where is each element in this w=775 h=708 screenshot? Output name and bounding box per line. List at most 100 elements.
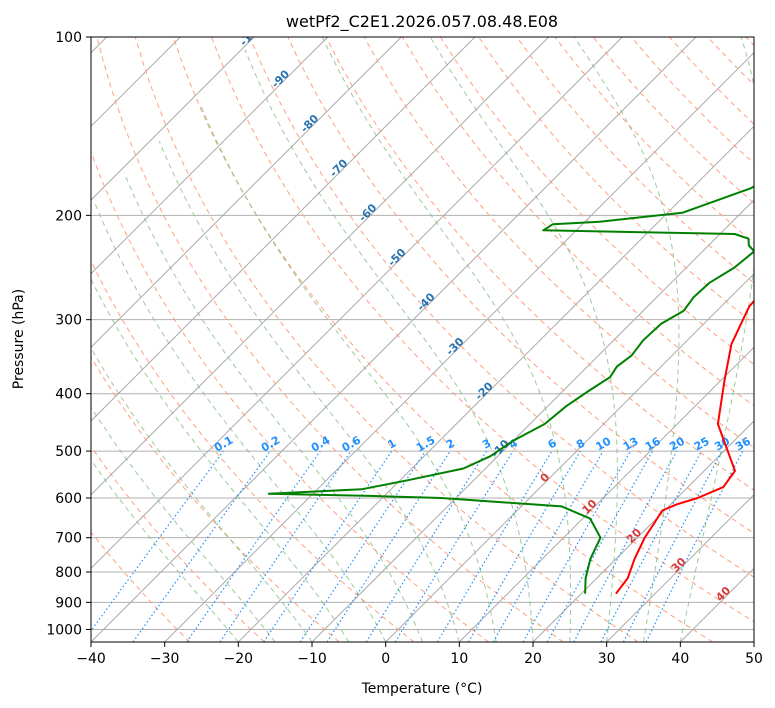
x-tick-label: 30 [598,651,616,667]
isotherm-label: -70 [327,156,350,179]
isotherm-line [679,567,754,642]
dry-adiabat [516,37,754,284]
dry-adiabat [439,37,754,366]
isotherm-line [91,37,255,201]
dry-adiabat [91,445,265,642]
isotherm-label: -60 [356,201,379,224]
isotherm-line [458,346,754,642]
y-tick-label: 200 [55,208,82,224]
mixing-ratio-line [263,450,393,642]
isotherm-line [91,37,329,275]
x-axis-label: Temperature (°C) [361,681,483,697]
dry-adiabat [91,259,415,642]
dry-adiabat [91,356,340,642]
moist-adiabat [91,347,313,642]
x-tick-label: 20 [524,651,542,667]
mixing-ratio-line [522,450,632,642]
series-layer [267,185,754,595]
x-axis: −40 −30 −20 −10 0 10 20 30 40 50 [76,642,763,667]
y-axis: 100 200 300 400 500 600 700 800 900 1000 [46,30,91,638]
mixing-ratio-line [299,450,426,642]
moist-adiabat [93,201,387,642]
isotherm-label: -80 [298,112,321,135]
y-tick-label: 800 [55,565,82,581]
background-lines [91,37,754,642]
x-tick-label: 10 [450,651,468,667]
moist-adiabat [679,37,754,642]
moist-adiabat [244,49,534,642]
dry-adiabat [401,37,754,407]
mixing-ratio-line [91,450,224,632]
x-tick-label: 40 [671,651,689,667]
mixing-ratio-line [436,450,553,642]
dry-adiabat [592,37,754,204]
mixing-ratio-line [219,450,352,642]
isotherm-line [311,199,754,642]
moist-adiabat [573,37,680,642]
mixing-ratio-line [394,450,514,642]
y-tick-label: 500 [55,444,82,460]
moist-adiabat [91,459,239,642]
x-tick-label: −20 [224,651,254,667]
y-tick-label: 900 [55,595,82,611]
dry-adiabat [134,37,639,642]
isotherm-label: -100 [237,20,266,49]
y-tick-label: 100 [55,30,82,46]
moist-adiabat [321,37,572,642]
dewpoint-profile [267,185,754,594]
y-tick-label: 400 [55,387,82,403]
y-tick-label: 1000 [46,622,82,638]
mixing-ratio-line [186,450,321,642]
mixing-ratio-label: 2 [444,437,457,452]
mixing-ratio-line [573,450,678,642]
moist-adiabat [91,278,350,642]
isotherm-line [532,420,754,642]
dry-adiabat [287,37,754,534]
isotherm-line [91,37,181,128]
isotherm-label: 10 [580,497,600,517]
moist-adiabat [158,141,460,642]
dry-adiabat [91,150,489,642]
dry-adiabat [172,37,713,642]
x-tick-label: 50 [745,651,763,667]
y-axis-label: Pressure (hPa) [11,289,27,389]
isotherm-line [385,272,754,642]
dry-adiabat [91,531,191,642]
dry-adiabat [554,37,754,244]
x-tick-label: 0 [381,651,390,667]
isotherm-label: -30 [443,335,466,358]
mixing-ratio-line [645,450,744,642]
mixing-ratio-line [326,450,451,642]
dry-adiabat [249,37,754,578]
isotherm-line [91,37,402,349]
x-tick-label: −40 [76,651,106,667]
isotherm-line [91,37,623,570]
moist-adiabat [199,104,497,642]
mixing-ratio-line [467,450,581,642]
isotherm-line [91,37,550,496]
isotherm-line [753,641,754,642]
isotherm-label: -50 [385,246,408,269]
isotherm-label: 40 [713,584,733,604]
isotherm-line [91,37,697,642]
isotherm-label: -20 [473,379,496,402]
x-tick-label: −10 [297,651,327,667]
isotherm-line [91,37,476,422]
dry-adiabat [745,37,754,47]
chart-title: wetPf2_C2E1.2026.057.08.48.E08 [286,12,558,32]
isotherm-line [237,125,754,642]
temperature-profile [615,299,754,595]
y-tick-label: 300 [55,313,82,329]
isotherm-line [606,493,754,642]
plot-frame [90,36,755,643]
isotherm-line [164,51,754,642]
moist-adiabat [429,37,618,642]
isotherm-label: -40 [414,290,437,313]
dry-adiabat [211,37,754,623]
dry-adiabat [630,37,754,165]
mixing-ratio-line [365,450,487,642]
dry-adiabat [707,37,754,86]
moist-adiabat [124,173,423,642]
mixing-ratio-label: 1 [385,437,398,452]
